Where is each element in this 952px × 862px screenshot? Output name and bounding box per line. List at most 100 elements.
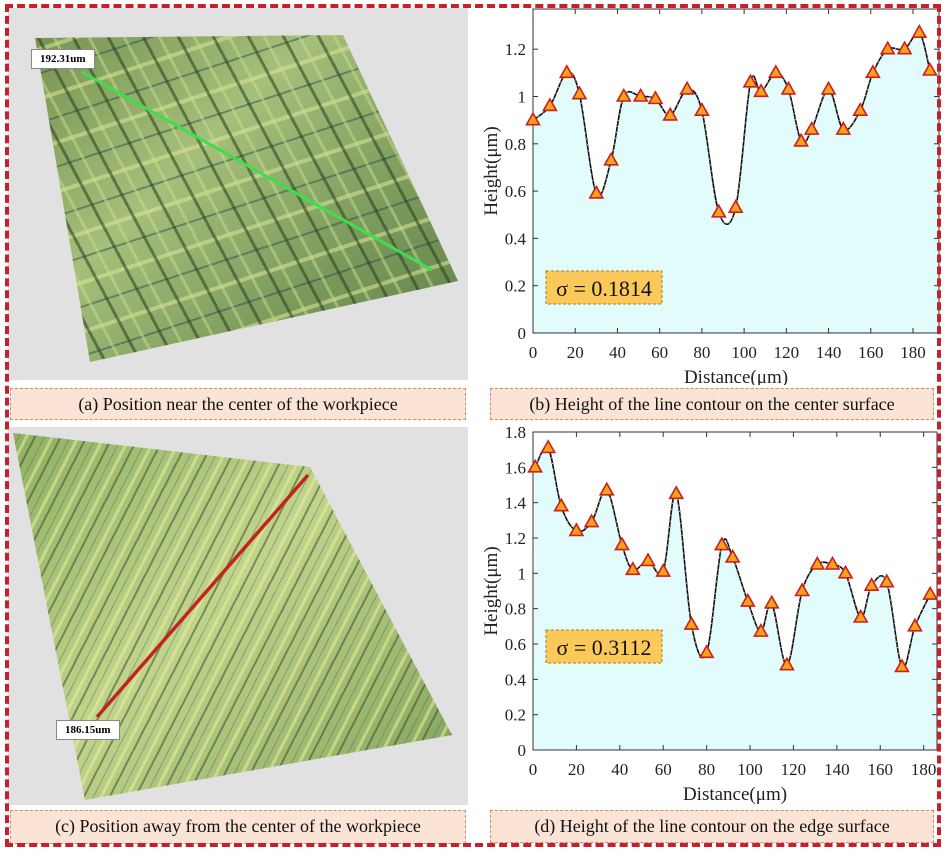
x-tick-label: 120 bbox=[774, 343, 800, 362]
figure-border bbox=[5, 4, 941, 847]
data-marker bbox=[820, 80, 837, 95]
data-marker bbox=[911, 24, 928, 38]
y-axis-label: Height(μm) bbox=[481, 546, 502, 635]
x-tick-label: 180 bbox=[900, 343, 926, 362]
data-marker bbox=[694, 102, 710, 116]
data-marker bbox=[835, 120, 852, 135]
surface-image-edge: 186.15um bbox=[8, 427, 468, 805]
data-marker bbox=[624, 561, 641, 576]
data-marker bbox=[767, 64, 784, 79]
data-marker bbox=[852, 102, 869, 116]
profile-line bbox=[532, 31, 931, 226]
data-marker bbox=[615, 87, 632, 102]
x-tick-label: 100 bbox=[731, 343, 757, 362]
data-marker bbox=[896, 40, 913, 55]
data-marker bbox=[779, 656, 795, 671]
data-marker bbox=[655, 562, 672, 577]
data-marker bbox=[922, 61, 938, 76]
data-marker bbox=[824, 555, 841, 570]
data-marker bbox=[553, 497, 570, 512]
sigma-label: σ = 0.1814 bbox=[556, 276, 652, 301]
data-marker bbox=[698, 644, 715, 659]
caption-c: (c) Position away from the center of the… bbox=[10, 810, 466, 844]
data-marker bbox=[558, 64, 575, 79]
x-tick-label: 20 bbox=[568, 760, 585, 779]
y-tick-label: 0.2 bbox=[505, 277, 526, 296]
data-marker bbox=[852, 608, 869, 623]
data-marker bbox=[588, 184, 605, 199]
data-marker bbox=[679, 80, 695, 95]
length-label: 186.15um bbox=[56, 720, 120, 740]
y-tick-label: 0.8 bbox=[505, 600, 526, 619]
y-tick-label: 0 bbox=[518, 741, 527, 760]
data-marker bbox=[863, 577, 880, 591]
data-marker bbox=[647, 90, 664, 105]
area-fill bbox=[533, 32, 939, 333]
profile-line-dash bbox=[534, 446, 931, 669]
data-marker bbox=[527, 458, 544, 473]
data-marker bbox=[907, 617, 923, 632]
x-tick-label: 160 bbox=[858, 343, 884, 362]
data-marker bbox=[683, 615, 700, 630]
y-tick-label: 0.6 bbox=[505, 182, 526, 201]
data-marker bbox=[879, 40, 896, 55]
data-marker bbox=[571, 85, 588, 100]
data-marker bbox=[865, 64, 881, 79]
data-marker bbox=[763, 594, 780, 609]
data-marker bbox=[803, 120, 820, 135]
sigma-label: σ = 0.3112 bbox=[557, 635, 652, 660]
x-tick-label: 160 bbox=[867, 760, 893, 779]
x-tick-label: 100 bbox=[737, 760, 763, 779]
measure-line bbox=[95, 473, 310, 719]
y-tick-label: 1 bbox=[518, 564, 527, 583]
y-tick-label: 0.6 bbox=[505, 635, 526, 654]
y-tick-label: 0 bbox=[518, 324, 527, 343]
x-tick-label: 20 bbox=[567, 343, 584, 362]
data-marker bbox=[662, 106, 679, 121]
x-tick-label: 120 bbox=[781, 760, 807, 779]
y-tick-label: 0.2 bbox=[505, 706, 526, 725]
sigma-box bbox=[545, 270, 663, 305]
x-tick-label: 140 bbox=[824, 760, 850, 779]
x-tick-label: 60 bbox=[655, 760, 672, 779]
data-marker bbox=[710, 203, 727, 218]
measure-line bbox=[81, 70, 433, 272]
data-marker bbox=[894, 658, 910, 673]
caption-d: (d) Height of the line contour on the ed… bbox=[490, 810, 934, 843]
data-marker bbox=[739, 592, 756, 607]
y-tick-label: 1.6 bbox=[505, 458, 526, 477]
data-marker bbox=[794, 582, 810, 597]
data-marker bbox=[753, 623, 769, 637]
sigma-box bbox=[545, 629, 663, 664]
caption-b: (b) Height of the line contour on the ce… bbox=[490, 388, 934, 420]
x-tick-label: 0 bbox=[529, 343, 538, 362]
y-axis-label: Height(μm) bbox=[481, 126, 502, 215]
length-label: 192.31um bbox=[31, 49, 95, 69]
x-axis-label: Distance(μm) bbox=[683, 784, 787, 805]
y-tick-label: 1.2 bbox=[505, 40, 526, 59]
data-marker bbox=[525, 111, 541, 126]
x-tick-label: 140 bbox=[816, 343, 842, 362]
data-marker bbox=[598, 481, 615, 496]
data-marker bbox=[809, 555, 826, 570]
x-tick-label: 40 bbox=[611, 760, 628, 779]
x-axis-label: Distance(μm) bbox=[684, 367, 788, 385]
data-marker bbox=[780, 80, 797, 95]
y-tick-label: 1.4 bbox=[505, 494, 527, 513]
data-marker bbox=[668, 485, 685, 500]
data-marker bbox=[878, 573, 895, 588]
data-marker bbox=[603, 151, 619, 166]
data-marker bbox=[837, 564, 854, 579]
data-marker bbox=[713, 536, 730, 551]
data-marker bbox=[583, 513, 600, 528]
data-marker bbox=[542, 97, 558, 112]
data-marker bbox=[727, 199, 744, 213]
surface-image-center: 192.31um bbox=[8, 8, 468, 380]
y-tick-label: 0.8 bbox=[505, 135, 526, 154]
chart-edge-profile: 0 20 40 60 80 100 120 140 160 180 0 0.2 0.4 0.6 0.8 1 1.… bbox=[481, 425, 939, 805]
data-marker bbox=[742, 73, 759, 88]
data-marker bbox=[614, 536, 630, 551]
data-marker bbox=[922, 585, 939, 600]
data-marker bbox=[724, 548, 741, 563]
